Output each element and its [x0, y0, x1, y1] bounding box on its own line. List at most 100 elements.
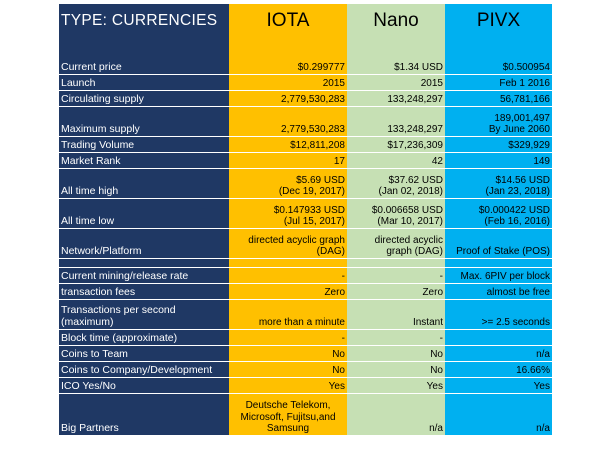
row-label: Trading Volume [59, 136, 229, 153]
pivx-value: Max. 6PIV per block [445, 267, 552, 284]
table-row: Maximum supply 2,779,530,283 133,248,297… [59, 106, 552, 137]
nano-value: Yes [347, 377, 445, 394]
table-row: Current mining/release rate - - Max. 6PI… [59, 267, 552, 284]
iota-value [229, 258, 347, 268]
nano-value: 42 [347, 152, 445, 169]
nano-value: Zero [347, 283, 445, 300]
pivx-value: Feb 1 2016 [445, 74, 552, 91]
nano-value [347, 258, 445, 268]
nano-value: n/a [347, 393, 445, 436]
nano-value: $1.34 USD [347, 58, 445, 75]
nano-value: - [347, 329, 445, 346]
table-row: Trading Volume $12,811,208 $17,236,309 $… [59, 136, 552, 153]
table-row: Coins to Team No No n/a [59, 345, 552, 362]
table-row: Transactions per second (maximum) more t… [59, 299, 552, 330]
row-label: ICO Yes/No [59, 377, 229, 394]
iota-value: No [229, 361, 347, 378]
iota-value: - [229, 267, 347, 284]
row-label: Circulating supply [59, 90, 229, 107]
pivx-value: >= 2.5 seconds [445, 299, 552, 330]
iota-value: Yes [229, 377, 347, 394]
nano-value: directed acyclic graph (DAG) [347, 228, 445, 259]
iota-value: $12,811,208 [229, 136, 347, 153]
currency-comparison-table: TYPE: CURRENCIES IOTA Nano PIVX Current … [59, 4, 552, 436]
table-row: Market Rank 17 42 149 [59, 152, 552, 169]
spacer-cell [347, 38, 445, 58]
iota-value: 2,779,530,283 [229, 90, 347, 107]
row-label: Launch [59, 74, 229, 91]
column-header-pivx: PIVX [445, 4, 552, 38]
iota-value: - [229, 329, 347, 346]
table-row [59, 258, 552, 268]
iota-value: directed acyclic graph (DAG) [229, 228, 347, 259]
table-row: All time low $0.147933 USD (Jul 15, 2017… [59, 198, 552, 229]
pivx-value: Yes [445, 377, 552, 394]
iota-value: $0.299777 [229, 58, 347, 75]
pivx-value: almost be free [445, 283, 552, 300]
iota-value: more than a minute [229, 299, 347, 330]
row-label: Current price [59, 58, 229, 75]
table-row: Circulating supply 2,779,530,283 133,248… [59, 90, 552, 107]
spacer-row [59, 38, 552, 58]
spacer-cell [59, 38, 229, 58]
pivx-value: n/a [445, 345, 552, 362]
pivx-value: 56,781,166 [445, 90, 552, 107]
spacer-cell [229, 38, 347, 58]
iota-value: No [229, 345, 347, 362]
pivx-value [445, 258, 552, 268]
row-label: Transactions per second (maximum) [59, 299, 229, 330]
type-label: TYPE: CURRENCIES [59, 4, 229, 38]
pivx-value: $0.000422 USD (Feb 16, 2016) [445, 198, 552, 229]
iota-value: Zero [229, 283, 347, 300]
table-row: ICO Yes/No Yes Yes Yes [59, 377, 552, 394]
spacer-cell [445, 38, 552, 58]
row-label: Block time (approximate) [59, 329, 229, 346]
row-label [59, 258, 229, 268]
row-label: All time low [59, 198, 229, 229]
row-label: All time high [59, 168, 229, 199]
table-row: Block time (approximate) - - [59, 329, 552, 346]
row-label: Coins to Company/Development [59, 361, 229, 378]
pivx-value: 189,001,497 By June 2060 [445, 106, 552, 137]
nano-value: 133,248,297 [347, 106, 445, 137]
column-header-iota: IOTA [229, 4, 347, 38]
pivx-value: $0.500954 [445, 58, 552, 75]
table-row: Current price $0.299777 $1.34 USD $0.500… [59, 58, 552, 75]
iota-value: 2,779,530,283 [229, 106, 347, 137]
row-label: Network/Platform [59, 228, 229, 259]
table-row: Coins to Company/Development No No 16.66… [59, 361, 552, 378]
row-label: Market Rank [59, 152, 229, 169]
nano-value: 133,248,297 [347, 90, 445, 107]
iota-value: 2015 [229, 74, 347, 91]
nano-value: $17,236,309 [347, 136, 445, 153]
nano-value: - [347, 267, 445, 284]
nano-value: Instant [347, 299, 445, 330]
header-row: TYPE: CURRENCIES IOTA Nano PIVX [59, 4, 552, 38]
table-row: transaction fees Zero Zero almost be fre… [59, 283, 552, 300]
pivx-value: $329,929 [445, 136, 552, 153]
nano-value: 2015 [347, 74, 445, 91]
row-label: Big Partners [59, 393, 229, 436]
table-row: Launch 2015 2015 Feb 1 2016 [59, 74, 552, 91]
iota-value: Deutsche Telekom, Microsoft, Fujitsu,and… [229, 393, 347, 436]
pivx-value [445, 329, 552, 346]
pivx-value: 16.66% [445, 361, 552, 378]
row-label: Current mining/release rate [59, 267, 229, 284]
table-row: Network/Platform directed acyclic graph … [59, 228, 552, 259]
table-row: All time high $5.69 USD (Dec 19, 2017) $… [59, 168, 552, 199]
column-header-nano: Nano [347, 4, 445, 38]
row-label: transaction fees [59, 283, 229, 300]
row-label: Maximum supply [59, 106, 229, 137]
nano-value: $0.006658 USD (Mar 10, 2017) [347, 198, 445, 229]
pivx-value: $14.56 USD (Jan 23, 2018) [445, 168, 552, 199]
iota-value: $5.69 USD (Dec 19, 2017) [229, 168, 347, 199]
iota-value: 17 [229, 152, 347, 169]
iota-value: $0.147933 USD (Jul 15, 2017) [229, 198, 347, 229]
row-label: Coins to Team [59, 345, 229, 362]
pivx-value: n/a [445, 393, 552, 436]
nano-value: No [347, 345, 445, 362]
pivx-value: Proof of Stake (POS) [445, 228, 552, 259]
pivx-value: 149 [445, 152, 552, 169]
table-row: Big Partners Deutsche Telekom, Microsoft… [59, 393, 552, 436]
